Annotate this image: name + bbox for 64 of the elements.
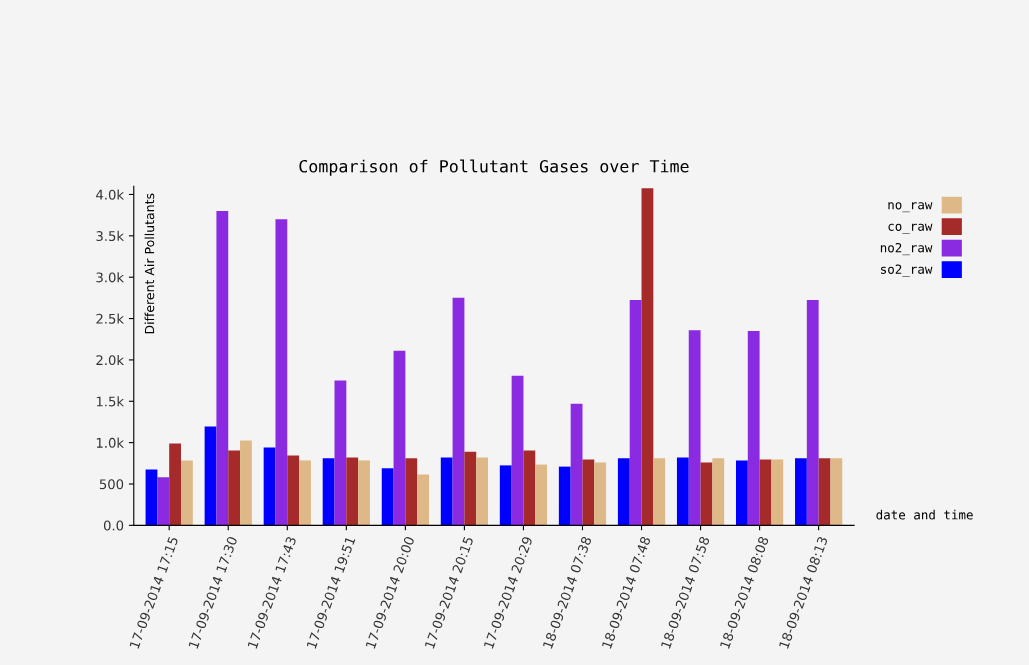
y-tick-label: 2.5k [96, 313, 125, 324]
y-tick-label: 1.0k [96, 437, 125, 448]
bar [181, 460, 193, 526]
chart-title: Comparison of Pollutant Gases over Time [299, 159, 689, 176]
bar [499, 465, 512, 526]
bar [381, 468, 394, 526]
bar [759, 459, 772, 526]
bar [617, 458, 630, 526]
legend-label: so2_raw [881, 264, 933, 277]
x-axis-title: date and time [876, 509, 973, 520]
bar [299, 460, 311, 526]
bar [263, 447, 276, 526]
bar [558, 466, 571, 526]
y-tick-label: 3.5k [96, 230, 125, 242]
bar [452, 297, 465, 526]
y-tick-label: 500 [99, 479, 124, 490]
legend-label: no2_raw [880, 242, 933, 256]
legend-label: no_raw [888, 202, 933, 213]
bar [629, 299, 642, 526]
y-tick-label: 0.0 [103, 520, 124, 531]
bar [393, 350, 406, 526]
bar [582, 459, 595, 526]
bar [747, 330, 760, 526]
bar [275, 219, 288, 526]
bar [700, 462, 713, 526]
bar [523, 450, 536, 526]
bar [688, 330, 701, 526]
y-tick-label: 2.0k [96, 354, 125, 366]
bar [169, 443, 181, 526]
bar [818, 458, 831, 526]
bar [712, 458, 725, 526]
bar [334, 380, 347, 526]
bar [594, 462, 607, 526]
bar [464, 451, 477, 526]
bar [511, 375, 524, 526]
bar [322, 458, 335, 526]
bar [653, 458, 666, 526]
bar [440, 457, 453, 526]
bar [157, 477, 170, 526]
bar [216, 211, 229, 526]
bar [771, 459, 784, 526]
y-tick-label: 3.0k [96, 272, 125, 283]
bar [228, 450, 241, 526]
bar [795, 458, 807, 526]
bar [287, 455, 300, 526]
bar [570, 403, 583, 526]
bar [676, 457, 689, 526]
bar [476, 457, 489, 526]
y-axis-title: Different Air Pollutants [144, 193, 155, 334]
bar [806, 299, 819, 526]
bar [641, 188, 654, 526]
bar [240, 440, 252, 526]
legend-label: co_raw [888, 223, 933, 234]
bar [735, 460, 748, 526]
bar [358, 460, 370, 526]
y-tick-label: 1.5k [96, 396, 125, 407]
bar [346, 457, 359, 526]
y-tick-label: 4.0k [96, 189, 125, 200]
bar [417, 474, 429, 526]
bar [405, 458, 418, 526]
bar [204, 426, 217, 526]
bar [830, 458, 843, 526]
bar [535, 464, 548, 526]
bar [145, 469, 158, 526]
